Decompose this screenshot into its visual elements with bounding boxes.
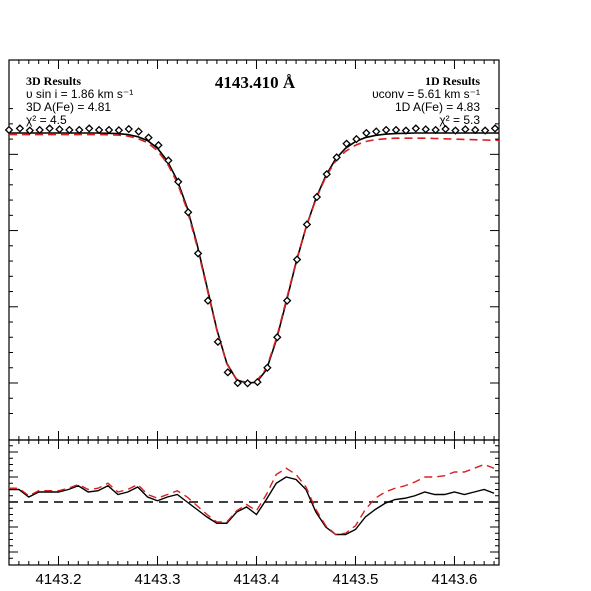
right-annotation-heading: 1D Results — [425, 74, 480, 88]
observed-point — [431, 125, 440, 135]
observed-point — [4, 125, 14, 135]
x-tick-labels: 4143.2 4143.3 4143.4 4143.5 4143.6 — [36, 571, 478, 588]
observed-point — [282, 296, 292, 305]
observed-point — [322, 169, 331, 179]
observed-point — [243, 379, 252, 388]
x-tick-label: 4143.5 — [333, 571, 379, 588]
chart-title: 4143.410 Å — [215, 73, 296, 92]
right-annotation-vconv: υconv = 5.61 km s⁻¹ — [372, 87, 480, 101]
observed-point — [174, 177, 183, 186]
residual-line-3d — [9, 476, 495, 536]
observed-point — [35, 125, 44, 135]
x-tick-label: 4143.3 — [135, 571, 181, 588]
right-annotation-chi2: χ² = 5.3 — [439, 113, 480, 127]
observed-point — [391, 125, 401, 135]
residual-panel-data — [9, 463, 499, 536]
x-tick-label: 4143.2 — [36, 571, 82, 588]
observed-point — [480, 126, 490, 135]
observed-point — [75, 125, 84, 135]
observed-point — [253, 377, 262, 387]
observed-point — [134, 127, 143, 136]
observed-point — [342, 139, 351, 148]
observed-point — [421, 125, 430, 134]
observed-point — [332, 153, 341, 162]
observed-point — [55, 125, 64, 134]
observed-point — [104, 125, 114, 135]
observed-point — [193, 249, 203, 258]
observed-point — [124, 124, 133, 134]
observed-point — [490, 124, 500, 133]
observed-point — [164, 156, 173, 165]
observed-point — [183, 208, 193, 217]
observed-point — [144, 133, 153, 142]
series-line-1d — [9, 133, 500, 384]
observed-point — [441, 124, 450, 134]
top-panel-data — [4, 124, 500, 388]
left-annotation-abundance: 3D A(Fe) = 4.81 — [26, 100, 111, 114]
observed-point — [213, 337, 223, 347]
left-annotation-chi2: χ² = 4.5 — [26, 113, 67, 127]
observed-point — [15, 124, 25, 133]
observed-point — [312, 192, 322, 202]
observed-point — [273, 333, 282, 342]
observed-point — [154, 140, 163, 150]
observed-point — [203, 296, 213, 305]
series-line-3d — [9, 132, 499, 384]
observed-point — [451, 126, 460, 135]
observed-point — [461, 125, 470, 134]
observed-point — [114, 126, 124, 135]
observed-point — [263, 363, 272, 372]
observed-point — [372, 127, 381, 136]
observed-point — [471, 125, 480, 135]
observed-point — [352, 134, 361, 144]
observed-point — [362, 128, 371, 138]
observed-point — [292, 255, 302, 264]
observed-point — [25, 126, 35, 135]
observed-point — [381, 125, 391, 135]
observed-point — [65, 125, 74, 135]
observed-point — [411, 124, 421, 133]
x-tick-label: 4143.6 — [432, 571, 478, 588]
observed-point — [233, 378, 242, 388]
left-annotation-heading: 3D Results — [26, 74, 81, 88]
residual-line-1d — [9, 463, 495, 536]
observed-point — [401, 126, 411, 135]
observed-point — [94, 125, 104, 135]
observed-point — [223, 368, 232, 377]
observed-point — [84, 124, 94, 133]
right-annotation-abundance: 1D A(Fe) = 4.83 — [395, 100, 480, 114]
x-tick-label: 4143.4 — [234, 571, 280, 588]
observed-point — [302, 220, 312, 229]
left-annotation-vsini: υ sin i = 1.86 km s⁻¹ — [26, 87, 133, 101]
observed-point — [45, 124, 54, 133]
